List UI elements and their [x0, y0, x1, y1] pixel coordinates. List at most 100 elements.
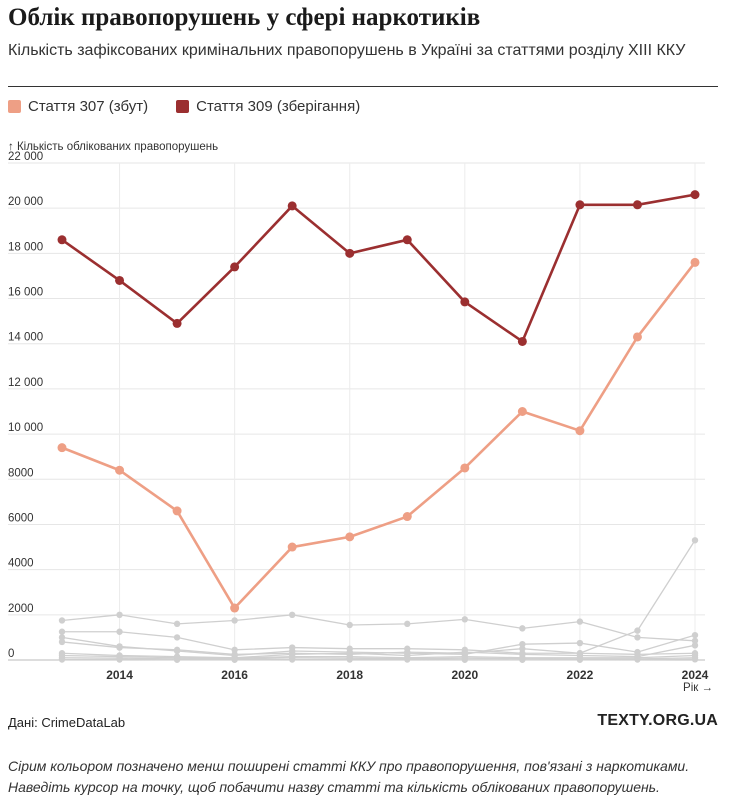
data-point-307[interactable]	[230, 603, 240, 613]
data-point-307[interactable]	[57, 443, 67, 453]
series-line-309	[61, 193, 696, 343]
data-point-other[interactable]	[173, 646, 181, 654]
data-point-309[interactable]	[172, 318, 182, 328]
data-point-other[interactable]	[58, 656, 66, 663]
data-point-other[interactable]	[691, 631, 699, 639]
data-point-other[interactable]	[288, 656, 296, 663]
data-point-other[interactable]	[288, 611, 296, 619]
data-point-307[interactable]	[287, 542, 297, 552]
data-point-other[interactable]	[576, 639, 584, 647]
series-line-other	[61, 654, 696, 659]
data-point-307[interactable]	[402, 512, 412, 522]
data-point-309[interactable]	[287, 201, 297, 211]
x-tick-label: 2020	[451, 668, 478, 682]
data-point-other[interactable]	[58, 634, 66, 641]
data-point-307[interactable]	[345, 532, 355, 542]
data-point-other[interactable]	[634, 627, 641, 634]
footnote: Сірим кольором позначено менш поширені с…	[8, 758, 690, 795]
data-point-other[interactable]	[519, 645, 526, 652]
chart-title: Облік правопорушень у сфері наркотиків	[8, 4, 481, 31]
legend-swatch-307	[8, 100, 21, 113]
data-point-307[interactable]	[517, 407, 527, 416]
brand-logo[interactable]: TEXTY.ORG.UA	[597, 712, 718, 729]
data-point-other[interactable]	[691, 642, 699, 649]
y-tick-label: 20 000	[8, 196, 43, 208]
y-axis-label: ↑ Кількість облікованих правопорушень	[8, 141, 219, 153]
data-point-309[interactable]	[690, 190, 700, 200]
data-point-other[interactable]	[173, 634, 181, 641]
data-point-other[interactable]	[519, 656, 526, 663]
data-point-307[interactable]	[172, 506, 182, 516]
x-tick-label: 2022	[567, 668, 594, 682]
series-line-other	[61, 644, 696, 659]
data-point-other[interactable]	[231, 646, 238, 654]
data-point-other[interactable]	[691, 537, 699, 544]
x-tick-label: 2014	[106, 668, 133, 682]
data-point-other[interactable]	[346, 621, 353, 629]
data-point-other[interactable]	[691, 656, 699, 663]
data-point-309[interactable]	[460, 297, 470, 307]
data-point-other[interactable]	[461, 616, 469, 623]
x-tick-label: 2018	[336, 668, 363, 682]
data-point-other[interactable]	[576, 618, 584, 625]
data-point-other[interactable]	[173, 656, 181, 663]
legend-swatch-309	[176, 100, 190, 113]
data-point-other[interactable]	[116, 656, 123, 663]
data-point-other[interactable]	[634, 634, 641, 641]
y-tick-label: 4000	[8, 558, 34, 570]
legend-label-307: Стаття 307 (збут)	[28, 98, 149, 115]
data-point-307[interactable]	[115, 465, 125, 475]
legend-item-309[interactable]: Стаття 309 (зберігання)	[176, 98, 360, 115]
data-point-other[interactable]	[404, 620, 411, 628]
y-tick-label: 6000	[8, 512, 34, 524]
data-point-309[interactable]	[632, 200, 642, 210]
data-point-other[interactable]	[116, 628, 123, 635]
y-tick-label: 0	[8, 648, 14, 660]
data-point-309[interactable]	[115, 275, 125, 285]
data-point-other[interactable]	[58, 638, 66, 646]
y-tick-label: 12 000	[8, 377, 43, 389]
data-point-other[interactable]	[691, 637, 699, 644]
x-tick-label: 2024	[682, 668, 709, 682]
data-point-other[interactable]	[116, 611, 123, 619]
data-point-307[interactable]	[632, 332, 642, 342]
data-point-307[interactable]	[460, 463, 470, 473]
legend-item-307[interactable]: Стаття 307 (збут)	[8, 98, 148, 115]
data-point-other[interactable]	[116, 644, 123, 651]
x-axis-label: Рік →	[683, 682, 713, 694]
data-point-other[interactable]	[461, 648, 469, 656]
y-tick-label: 14 000	[8, 332, 43, 344]
data-point-other[interactable]	[173, 620, 181, 628]
series-line-307	[61, 261, 697, 610]
data-point-309[interactable]	[402, 235, 412, 245]
x-tick-label: 2016	[221, 668, 248, 682]
data-point-other[interactable]	[404, 656, 411, 663]
data-point-other[interactable]	[58, 617, 66, 624]
data-point-309[interactable]	[517, 336, 527, 346]
data-source: Дані: CrimeDataLab	[8, 715, 126, 730]
data-point-other[interactable]	[231, 617, 238, 624]
y-tick-label: 18 000	[8, 241, 43, 253]
series-line-other	[62, 539, 696, 654]
data-point-307[interactable]	[575, 426, 585, 436]
series-line-other	[61, 614, 696, 642]
data-point-other[interactable]	[519, 625, 526, 632]
data-point-309[interactable]	[230, 262, 240, 272]
data-point-309[interactable]	[345, 248, 355, 258]
data-point-309[interactable]	[57, 235, 67, 245]
data-point-307[interactable]	[690, 257, 700, 267]
legend-label-309: Стаття 309 (зберігання)	[196, 98, 361, 115]
line-chart: 0 2000 4000 6000 8000 10 000 12 000 14 000 16 00…	[8, 151, 713, 694]
data-point-other[interactable]	[634, 656, 641, 663]
data-point-309[interactable]	[575, 200, 585, 210]
data-point-other[interactable]	[461, 656, 469, 663]
data-point-other[interactable]	[346, 656, 353, 663]
chart-subtitle: Кількість зафіксованих кримінальних прав…	[8, 42, 686, 59]
y-tick-label: 8000	[8, 467, 34, 479]
data-point-other[interactable]	[58, 628, 66, 635]
data-point-other[interactable]	[231, 656, 238, 663]
data-point-other[interactable]	[519, 640, 526, 648]
series-line-other	[61, 657, 696, 660]
y-tick-label: 16 000	[8, 287, 43, 299]
data-point-other[interactable]	[576, 656, 584, 663]
